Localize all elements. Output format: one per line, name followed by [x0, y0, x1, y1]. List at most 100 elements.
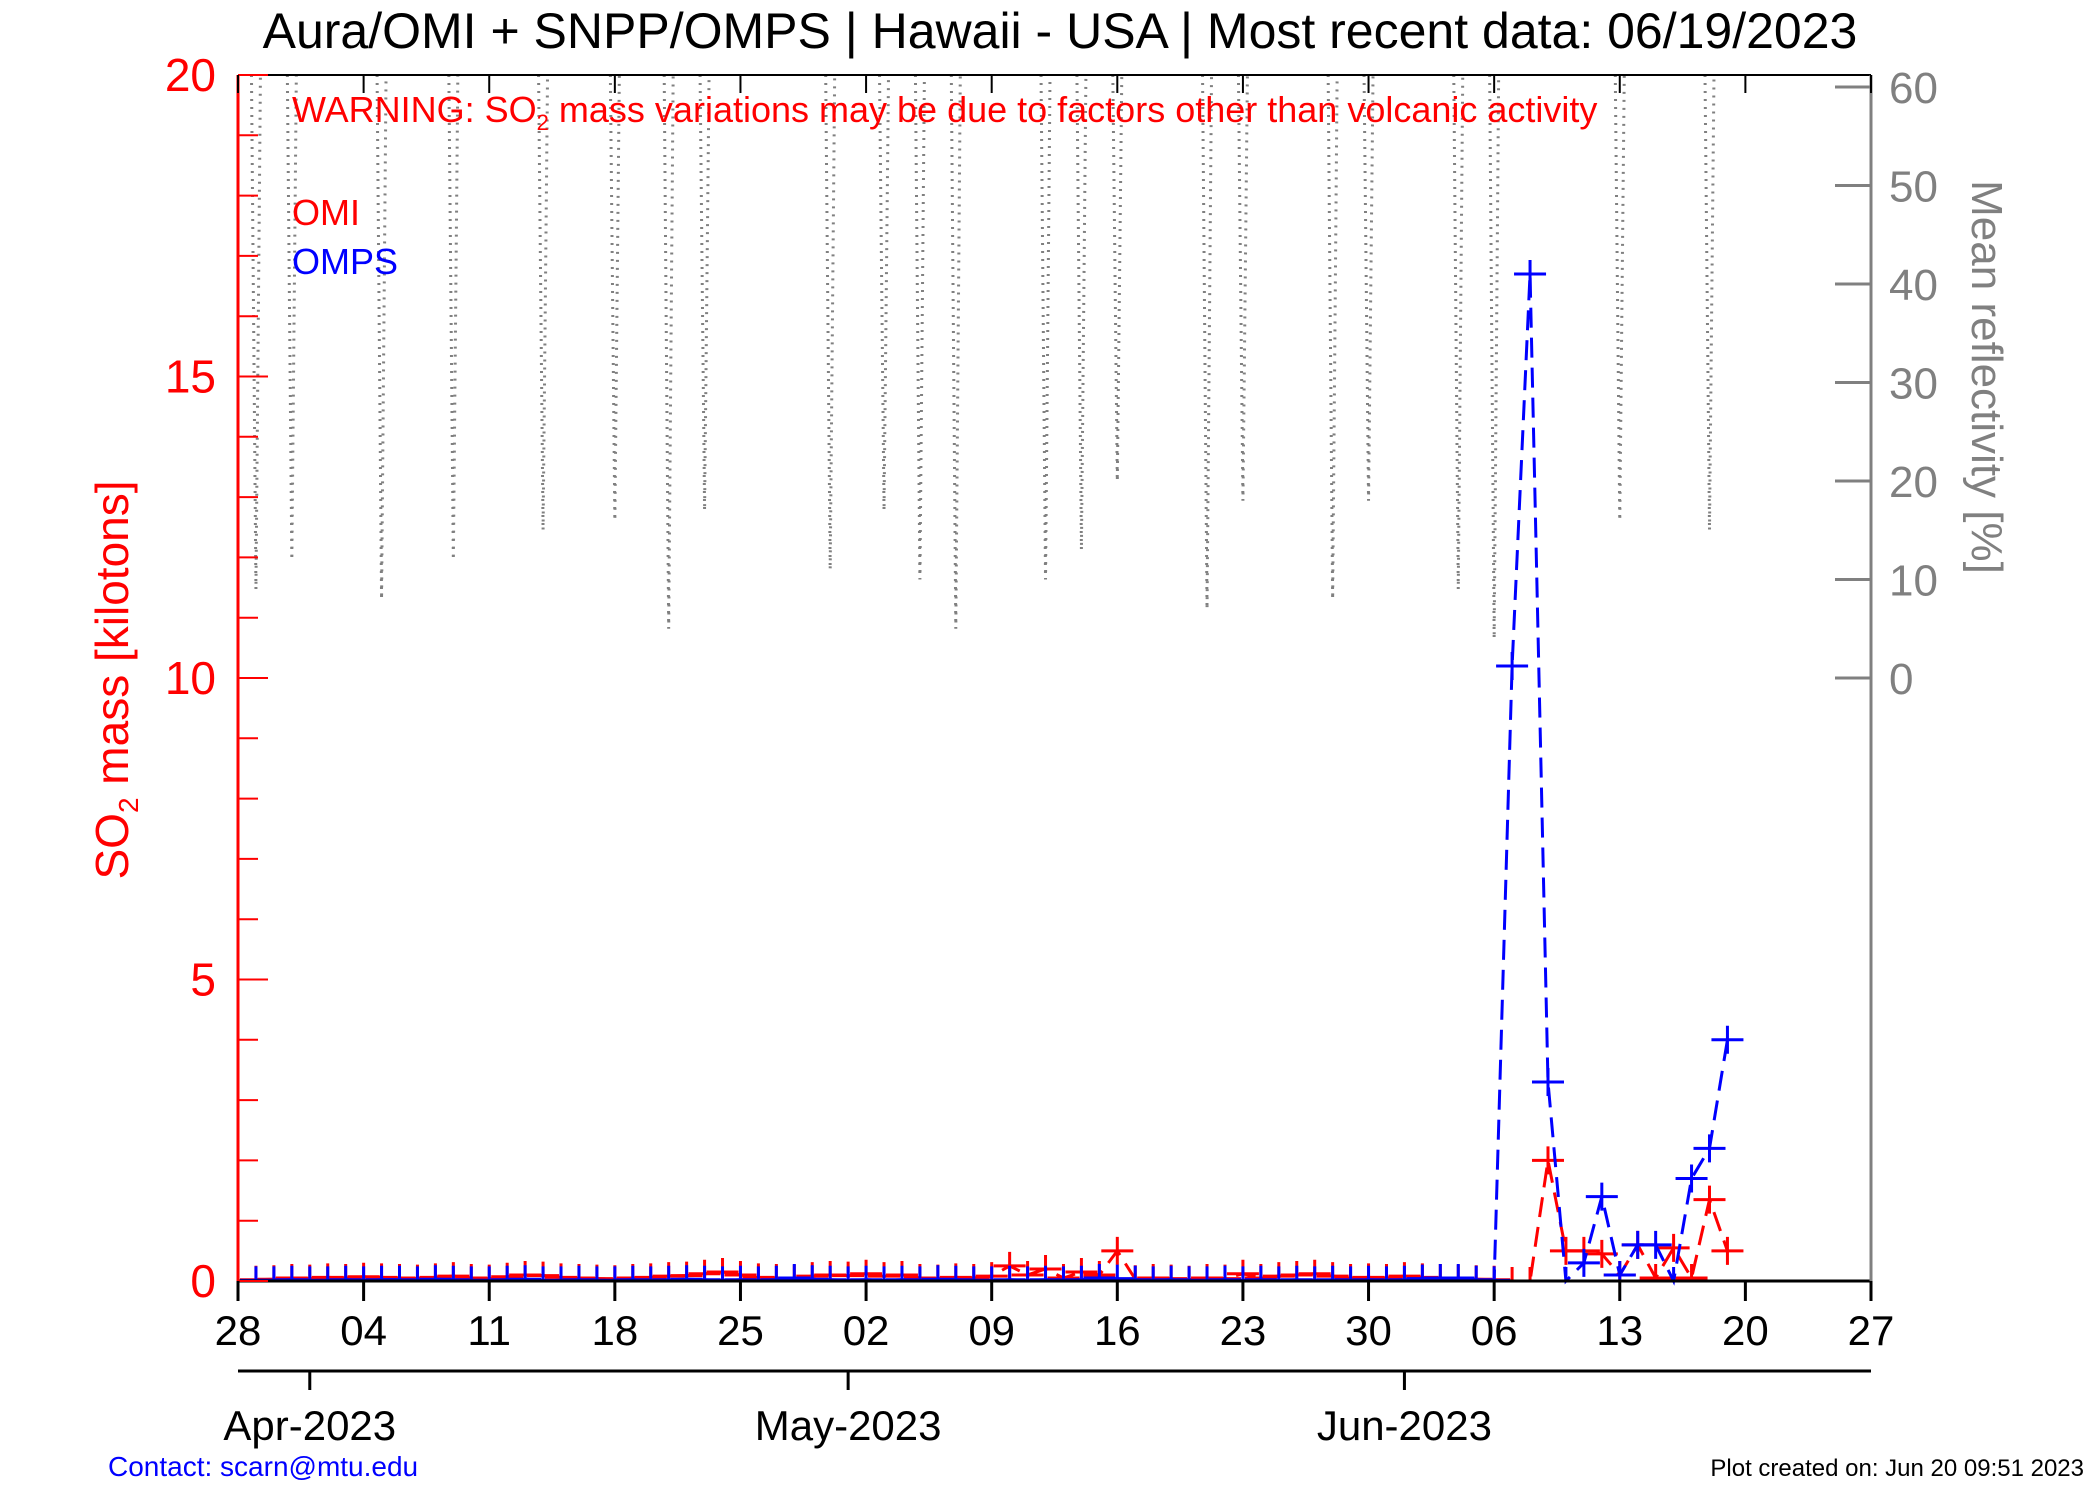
- reflectivity-dip: [537, 74, 550, 531]
- y2-axis-label: Mean reflectivity [%]: [1962, 180, 2011, 574]
- reflectivity-dip: [1075, 74, 1088, 550]
- x-tick-label: 09: [968, 1307, 1015, 1354]
- x-tick-label: 20: [1722, 1307, 1769, 1354]
- x-tick-label: 11: [467, 1307, 511, 1354]
- data-point-omps: [1496, 651, 1529, 680]
- y2-tick-label: 30: [1889, 360, 1938, 409]
- data-point-omps: [1531, 1068, 1564, 1097]
- data-point-omi: [1531, 1146, 1564, 1175]
- data-point-omps: [329, 1265, 362, 1282]
- reflectivity-dip: [1039, 74, 1052, 580]
- data-point-omi: [1711, 1236, 1744, 1265]
- reflectivity-dip: [662, 74, 675, 629]
- legend-omps: OMPS: [292, 241, 398, 282]
- legend-omi: OMI: [292, 192, 360, 233]
- data-point-omi: [1639, 1263, 1672, 1281]
- reflectivity-dip: [1452, 74, 1465, 590]
- warning-text: WARNING: SO2 mass variations may be due …: [292, 89, 1597, 135]
- data-point-omps: [562, 1265, 595, 1282]
- x-tick-label: 27: [1848, 1307, 1895, 1354]
- ylabel-sub: 2: [113, 797, 144, 813]
- ylabel-prefix: SO: [86, 813, 138, 879]
- y-tick-label: 5: [190, 954, 216, 1006]
- data-point-omps: [616, 1265, 649, 1282]
- data-point-omps: [1585, 1182, 1618, 1211]
- reflectivity-dip: [698, 74, 711, 511]
- data-point-omps: [1693, 1134, 1726, 1163]
- x-tick-label: 18: [591, 1307, 638, 1354]
- data-point-omps: [1711, 1025, 1744, 1054]
- data-point-omps: [1352, 1265, 1385, 1282]
- data-point-omps: [1675, 1164, 1708, 1193]
- month-label: Jun-2023: [1317, 1402, 1492, 1449]
- plot-created-text: Plot created on: Jun 20 09:51 2023: [1710, 1455, 2084, 1482]
- reflectivity-dip: [447, 74, 460, 560]
- data-point-omps: [1119, 1265, 1152, 1282]
- x-tick-label: 02: [843, 1307, 890, 1354]
- y-axis-label: SO2 mass [kilotons]: [86, 480, 144, 879]
- data-point-omps: [383, 1265, 416, 1282]
- x-tick-label: 28: [215, 1307, 262, 1354]
- y-tick-label: 0: [190, 1255, 216, 1307]
- reflectivity-series: [249, 74, 1716, 639]
- x-tick-label: 04: [340, 1307, 387, 1354]
- data-point-omi: [1657, 1233, 1690, 1262]
- reflectivity-dip: [375, 74, 388, 600]
- so2-series: [239, 259, 1744, 1286]
- y2-tick-label: 60: [1889, 64, 1938, 113]
- x-tick-label: 30: [1345, 1307, 1392, 1354]
- series-line-omps: [255, 273, 1729, 1286]
- data-point-omps: [1603, 1260, 1636, 1281]
- warning-suffix: mass variations may be due to factors ot…: [549, 89, 1597, 130]
- x-tick-label: 23: [1220, 1307, 1267, 1354]
- data-point-omi: [1101, 1236, 1134, 1265]
- y2-tick-label: 50: [1889, 163, 1938, 212]
- data-point-omi: [1693, 1185, 1726, 1214]
- reflectivity-dip: [1236, 74, 1249, 501]
- reflectivity-dip: [1111, 74, 1124, 482]
- y2-tick-label: 40: [1889, 261, 1938, 310]
- reflectivity-dip: [285, 74, 298, 560]
- reflectivity-dip: [1488, 74, 1501, 639]
- reflectivity-dip: [1201, 74, 1214, 610]
- reflectivity-dip: [824, 74, 837, 570]
- reflectivity-dip: [249, 74, 262, 590]
- data-point-omps: [437, 1265, 470, 1282]
- data-point-omps: [993, 1265, 1026, 1282]
- y-tick-label: 10: [165, 652, 216, 704]
- reflectivity-dip: [1326, 74, 1339, 600]
- contact-text: Contact: scarn@mtu.edu: [108, 1451, 418, 1482]
- warning-sub: 2: [537, 110, 549, 135]
- reflectivity-dip: [913, 74, 926, 580]
- month-label: Apr-2023: [223, 1402, 396, 1449]
- data-point-omi: [1675, 1263, 1708, 1281]
- warning-prefix: WARNING: SO: [292, 89, 537, 130]
- data-point-omps: [1514, 259, 1547, 288]
- data-point-omps: [1442, 1263, 1475, 1281]
- y-tick-label: 15: [165, 351, 216, 403]
- data-point-omi: [1514, 1267, 1547, 1283]
- data-point-omps: [939, 1265, 972, 1282]
- reflectivity-dip: [1613, 74, 1626, 521]
- reflectivity-dip: [1362, 74, 1375, 501]
- x-tick-label: 16: [1094, 1307, 1141, 1354]
- y2-tick-label: 0: [1889, 655, 1913, 704]
- reflectivity-dip: [1703, 74, 1716, 531]
- y2-tick-label: 10: [1889, 557, 1938, 606]
- month-label: May-2023: [755, 1402, 942, 1449]
- data-point-omps: [1155, 1265, 1188, 1282]
- data-point-omps: [1460, 1265, 1493, 1282]
- reflectivity-dip: [878, 74, 891, 511]
- y2-tick-label: 20: [1889, 458, 1938, 507]
- data-point-omps: [814, 1265, 847, 1282]
- data-point-omps: [275, 1265, 308, 1282]
- x-tick-label: 25: [717, 1307, 764, 1354]
- data-point-omi: [1585, 1239, 1618, 1268]
- data-point-omps: [1567, 1248, 1600, 1277]
- ylabel-suffix: mass [kilotons]: [86, 480, 138, 797]
- reflectivity-dip: [608, 74, 621, 521]
- data-point-omps: [1639, 1230, 1672, 1259]
- data-point-omps: [509, 1265, 542, 1281]
- x-tick-label: 13: [1596, 1307, 1643, 1354]
